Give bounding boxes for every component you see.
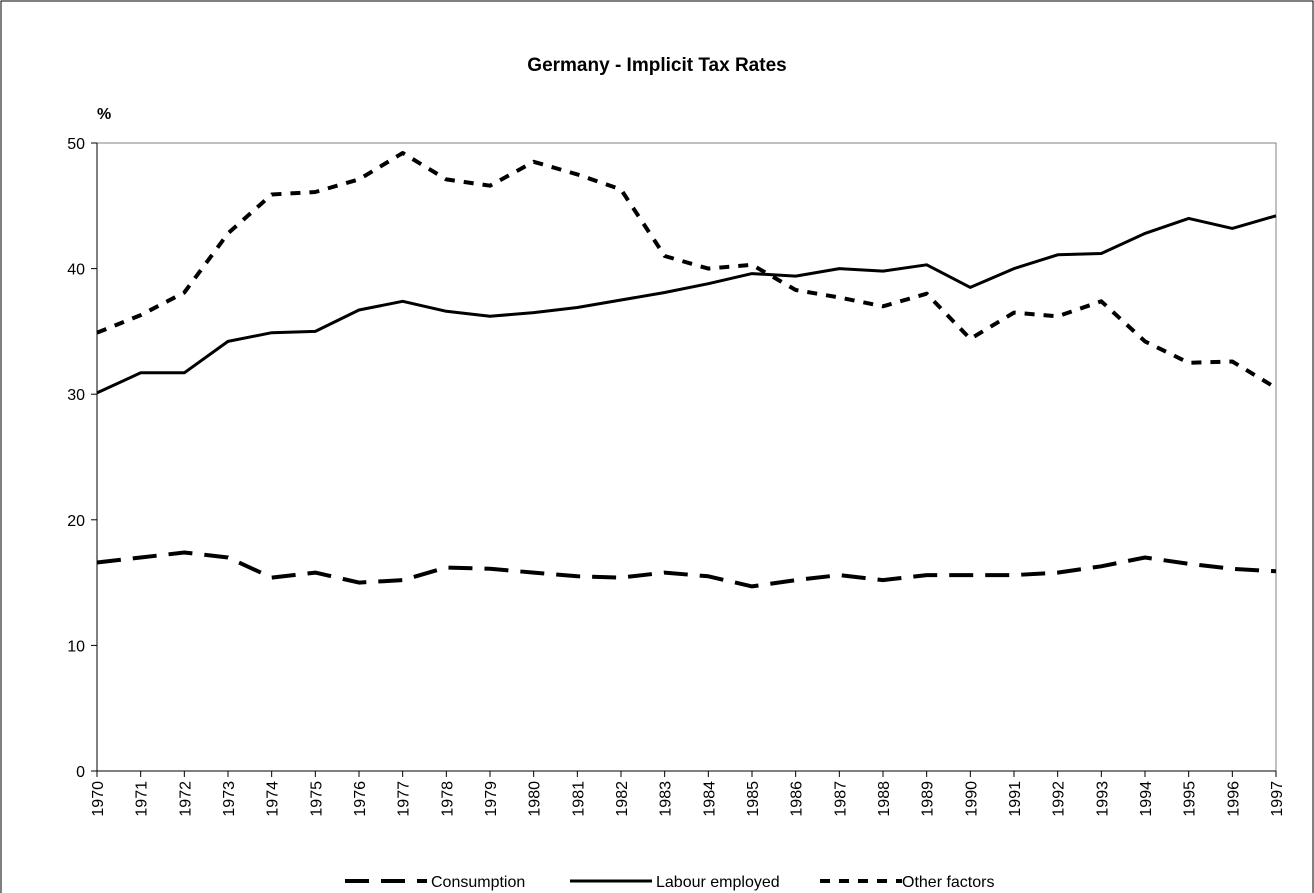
y-tick-label: 30 <box>67 387 85 404</box>
x-tick-label: 1983 <box>658 781 675 817</box>
series-line <box>96 214 1277 395</box>
series-line <box>96 151 1278 390</box>
y-tick-label: 20 <box>67 513 85 530</box>
x-tick-label: 1987 <box>832 781 849 817</box>
x-tick-label: 1980 <box>527 781 544 817</box>
y-tick-label: 50 <box>67 136 85 153</box>
x-tick-label: 1984 <box>701 781 718 817</box>
x-tick-label: 1993 <box>1094 781 1111 817</box>
x-tick-label: 1981 <box>570 781 587 817</box>
x-tick-label: 1970 <box>90 781 107 817</box>
x-tick-label: 1991 <box>1007 781 1024 817</box>
x-tick-label: 1997 <box>1269 781 1286 817</box>
y-tick-label: 40 <box>67 262 85 279</box>
x-tick-label: 1978 <box>439 781 456 817</box>
legend-label: Other factors <box>902 874 994 891</box>
x-tick-label: 1973 <box>221 781 238 817</box>
x-tick-label: 1990 <box>963 781 980 817</box>
x-tick-label: 1988 <box>876 781 893 817</box>
x-tick-label: 1994 <box>1138 781 1155 817</box>
y-tick-label: 0 <box>76 764 85 781</box>
x-tick-label: 1972 <box>177 781 194 817</box>
y-tick-label: 10 <box>67 638 85 655</box>
x-tick-label: 1985 <box>745 781 762 817</box>
x-tick-label: 1974 <box>265 781 282 817</box>
x-tick-label: 1996 <box>1225 781 1242 817</box>
y-axis-label: % <box>97 106 111 123</box>
chart-title: Germany - Implicit Tax Rates <box>527 55 786 76</box>
x-tick-label: 1992 <box>1051 781 1068 817</box>
legend-label: Labour employed <box>656 874 780 891</box>
x-tick-label: 1995 <box>1182 781 1199 817</box>
x-tick-label: 1971 <box>134 781 151 817</box>
x-tick-label: 1979 <box>483 781 500 817</box>
x-tick-label: 1982 <box>614 781 631 817</box>
x-tick-label: 1976 <box>352 781 369 817</box>
legend-label: Consumption <box>431 874 525 891</box>
x-tick-label: 1977 <box>396 781 413 817</box>
x-tick-label: 1975 <box>308 781 325 817</box>
x-tick-label: 1986 <box>789 781 806 817</box>
plot-area <box>96 142 1277 772</box>
series-line <box>96 550 1277 589</box>
x-tick-label: 1989 <box>920 781 937 817</box>
